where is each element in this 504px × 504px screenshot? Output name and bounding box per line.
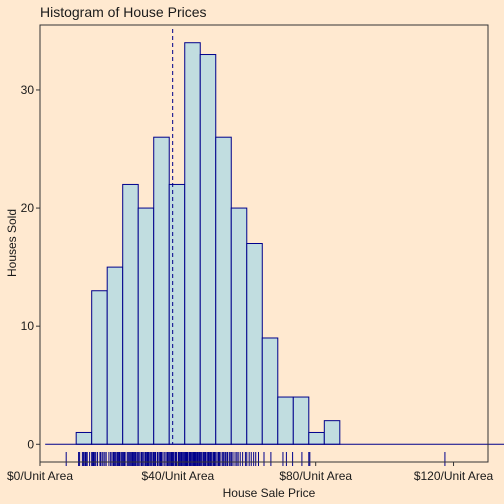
rug-layer: [65, 452, 446, 466]
histogram-bar: [153, 136, 170, 445]
histogram-bar: [308, 431, 325, 445]
histogram-bar: [215, 136, 232, 445]
histogram-bar: [277, 396, 294, 445]
histogram-bar: [106, 266, 124, 445]
histogram-bar: [292, 396, 310, 445]
histogram-bar: [184, 42, 201, 445]
histogram-bar: [168, 183, 186, 445]
bars-layer: [75, 42, 341, 445]
x-tick-label: $0/Unit Area: [7, 469, 73, 483]
histogram-bar: [246, 243, 263, 445]
histogram-bar: [91, 290, 108, 445]
x-tick-label: $80/Unit Area: [279, 469, 352, 483]
y-axis: 0 10 20 30: [21, 83, 40, 451]
y-tick-label: 20: [21, 201, 35, 215]
x-tick-label: $40/Unit Area: [141, 469, 214, 483]
histogram-bar: [75, 431, 93, 445]
chart-title: Histogram of House Prices: [40, 4, 207, 20]
y-axis-title: Houses Sold: [5, 209, 19, 277]
x-axis: $0/Unit Area $40/Unit Area $80/Unit Area $1…: [7, 462, 494, 483]
histogram-bar: [199, 54, 217, 445]
histogram-bar: [122, 183, 139, 445]
y-tick-label: 10: [21, 319, 35, 333]
histogram-bar: [137, 207, 155, 445]
plot-frame: [39, 24, 489, 463]
histogram-bar: [323, 420, 341, 445]
y-tick-label: 30: [21, 83, 35, 97]
x-tick-label: $120/Unit Area: [414, 469, 494, 483]
y-tick-label: 0: [27, 437, 34, 451]
x-axis-title: House Sale Price: [223, 486, 316, 500]
histogram-bar: [261, 337, 279, 445]
histogram-bar: [230, 207, 248, 445]
